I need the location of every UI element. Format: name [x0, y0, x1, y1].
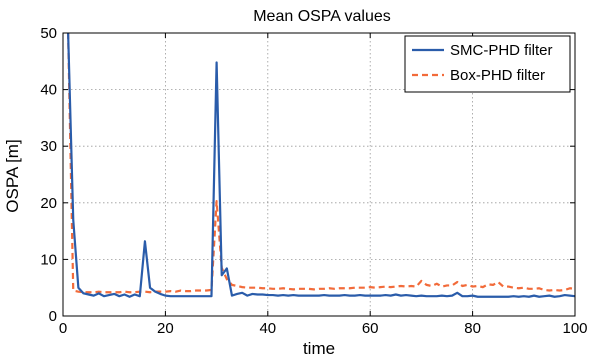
series-line-smc-phd: [67, 33, 575, 298]
plot-area-border: [62, 32, 576, 317]
legend-box: [404, 35, 571, 93]
series-layer: [67, 33, 575, 298]
y-axis-label: OSPA [m]: [3, 139, 22, 212]
legend-label-smc-phd: SMC-PHD filter: [450, 42, 553, 59]
series-line-box-phd: [67, 33, 575, 294]
x-tick-label: 100: [562, 320, 587, 337]
grid: [63, 33, 575, 316]
x-axis-label: time: [303, 339, 335, 358]
y-tick-label: 0: [49, 308, 57, 325]
legend: SMC-PHD filter Box-PHD filter: [404, 35, 571, 93]
y-tick-label: 40: [40, 82, 57, 99]
x-tick-label: 60: [362, 320, 379, 337]
ticks: 0 20 40 60 80 100 0 10 20 30 40 50: [40, 25, 587, 337]
legend-label-box-phd: Box-PHD filter: [450, 67, 545, 84]
y-tick-label: 30: [40, 138, 57, 155]
x-tick-label: 80: [464, 320, 481, 337]
y-tick-label: 50: [40, 25, 57, 42]
y-tick-label: 10: [40, 251, 57, 268]
chart-title: Mean OSPA values: [253, 8, 391, 25]
x-tick-label: 0: [59, 320, 67, 337]
x-tick-label: 40: [259, 320, 276, 337]
y-tick-label: 20: [40, 195, 57, 212]
x-tick-label: 20: [157, 320, 174, 337]
